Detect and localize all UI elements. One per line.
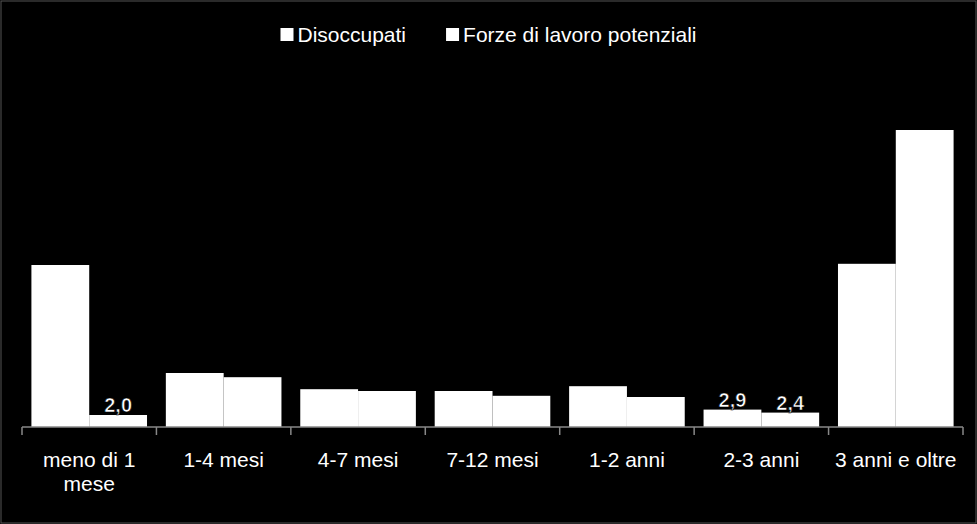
separator [962,427,964,435]
bar [627,397,685,427]
bar [224,377,282,427]
bar [166,373,224,427]
legend-swatch [280,28,293,41]
data-label: 2,0 [104,394,132,416]
category-label: meno di 1mese [43,448,135,495]
separator [156,427,158,435]
bar [838,264,896,427]
bar [31,265,89,427]
category-label: 7-12 mesi [446,448,538,471]
separator [559,427,561,435]
bar [896,130,954,427]
bars [31,130,953,427]
bar [704,410,762,427]
frame [1,1,976,523]
label-line: 1-2 anni [589,448,665,471]
legend-item: Forze di lavoro potenziali [446,23,696,46]
bar [358,391,416,427]
x-axis [22,426,963,428]
category-label: 1-4 mesi [183,448,264,471]
bar [761,413,819,427]
legend-label: Forze di lavoro potenziali [463,23,696,46]
separator [693,427,695,435]
category-label: 4-7 mesi [318,448,399,471]
legend: Disoccupati Forze di lavoro potenziali [280,23,696,46]
label-line: 4-7 mesi [318,448,399,471]
separator [21,427,23,435]
category-label: 2-3 anni [723,448,799,471]
bar [300,389,358,427]
data-labels: 2,9 2,0 2,4 [104,389,805,416]
label-line: 2-3 anni [723,448,799,471]
category-label: 3 anni e oltre [835,448,956,471]
data-label: 2,4 [776,392,805,414]
label-line: 7-12 mesi [446,448,538,471]
label-line: mese [64,472,115,495]
bar [89,415,147,427]
legend-swatch [446,28,459,41]
separator [425,427,427,435]
bar [493,396,551,427]
category-label: 1-2 anni [589,448,665,471]
legend-label: Disoccupati [297,23,406,46]
label-line: 3 anni e oltre [835,448,956,471]
separator [828,427,830,435]
data-label: 2,9 [719,389,747,411]
label-line: meno di 1 [43,448,135,471]
legend-item: Disoccupati [280,23,406,46]
label-line: 1-4 mesi [183,448,264,471]
bar [435,391,493,427]
bar [569,386,627,427]
separator [290,427,292,435]
